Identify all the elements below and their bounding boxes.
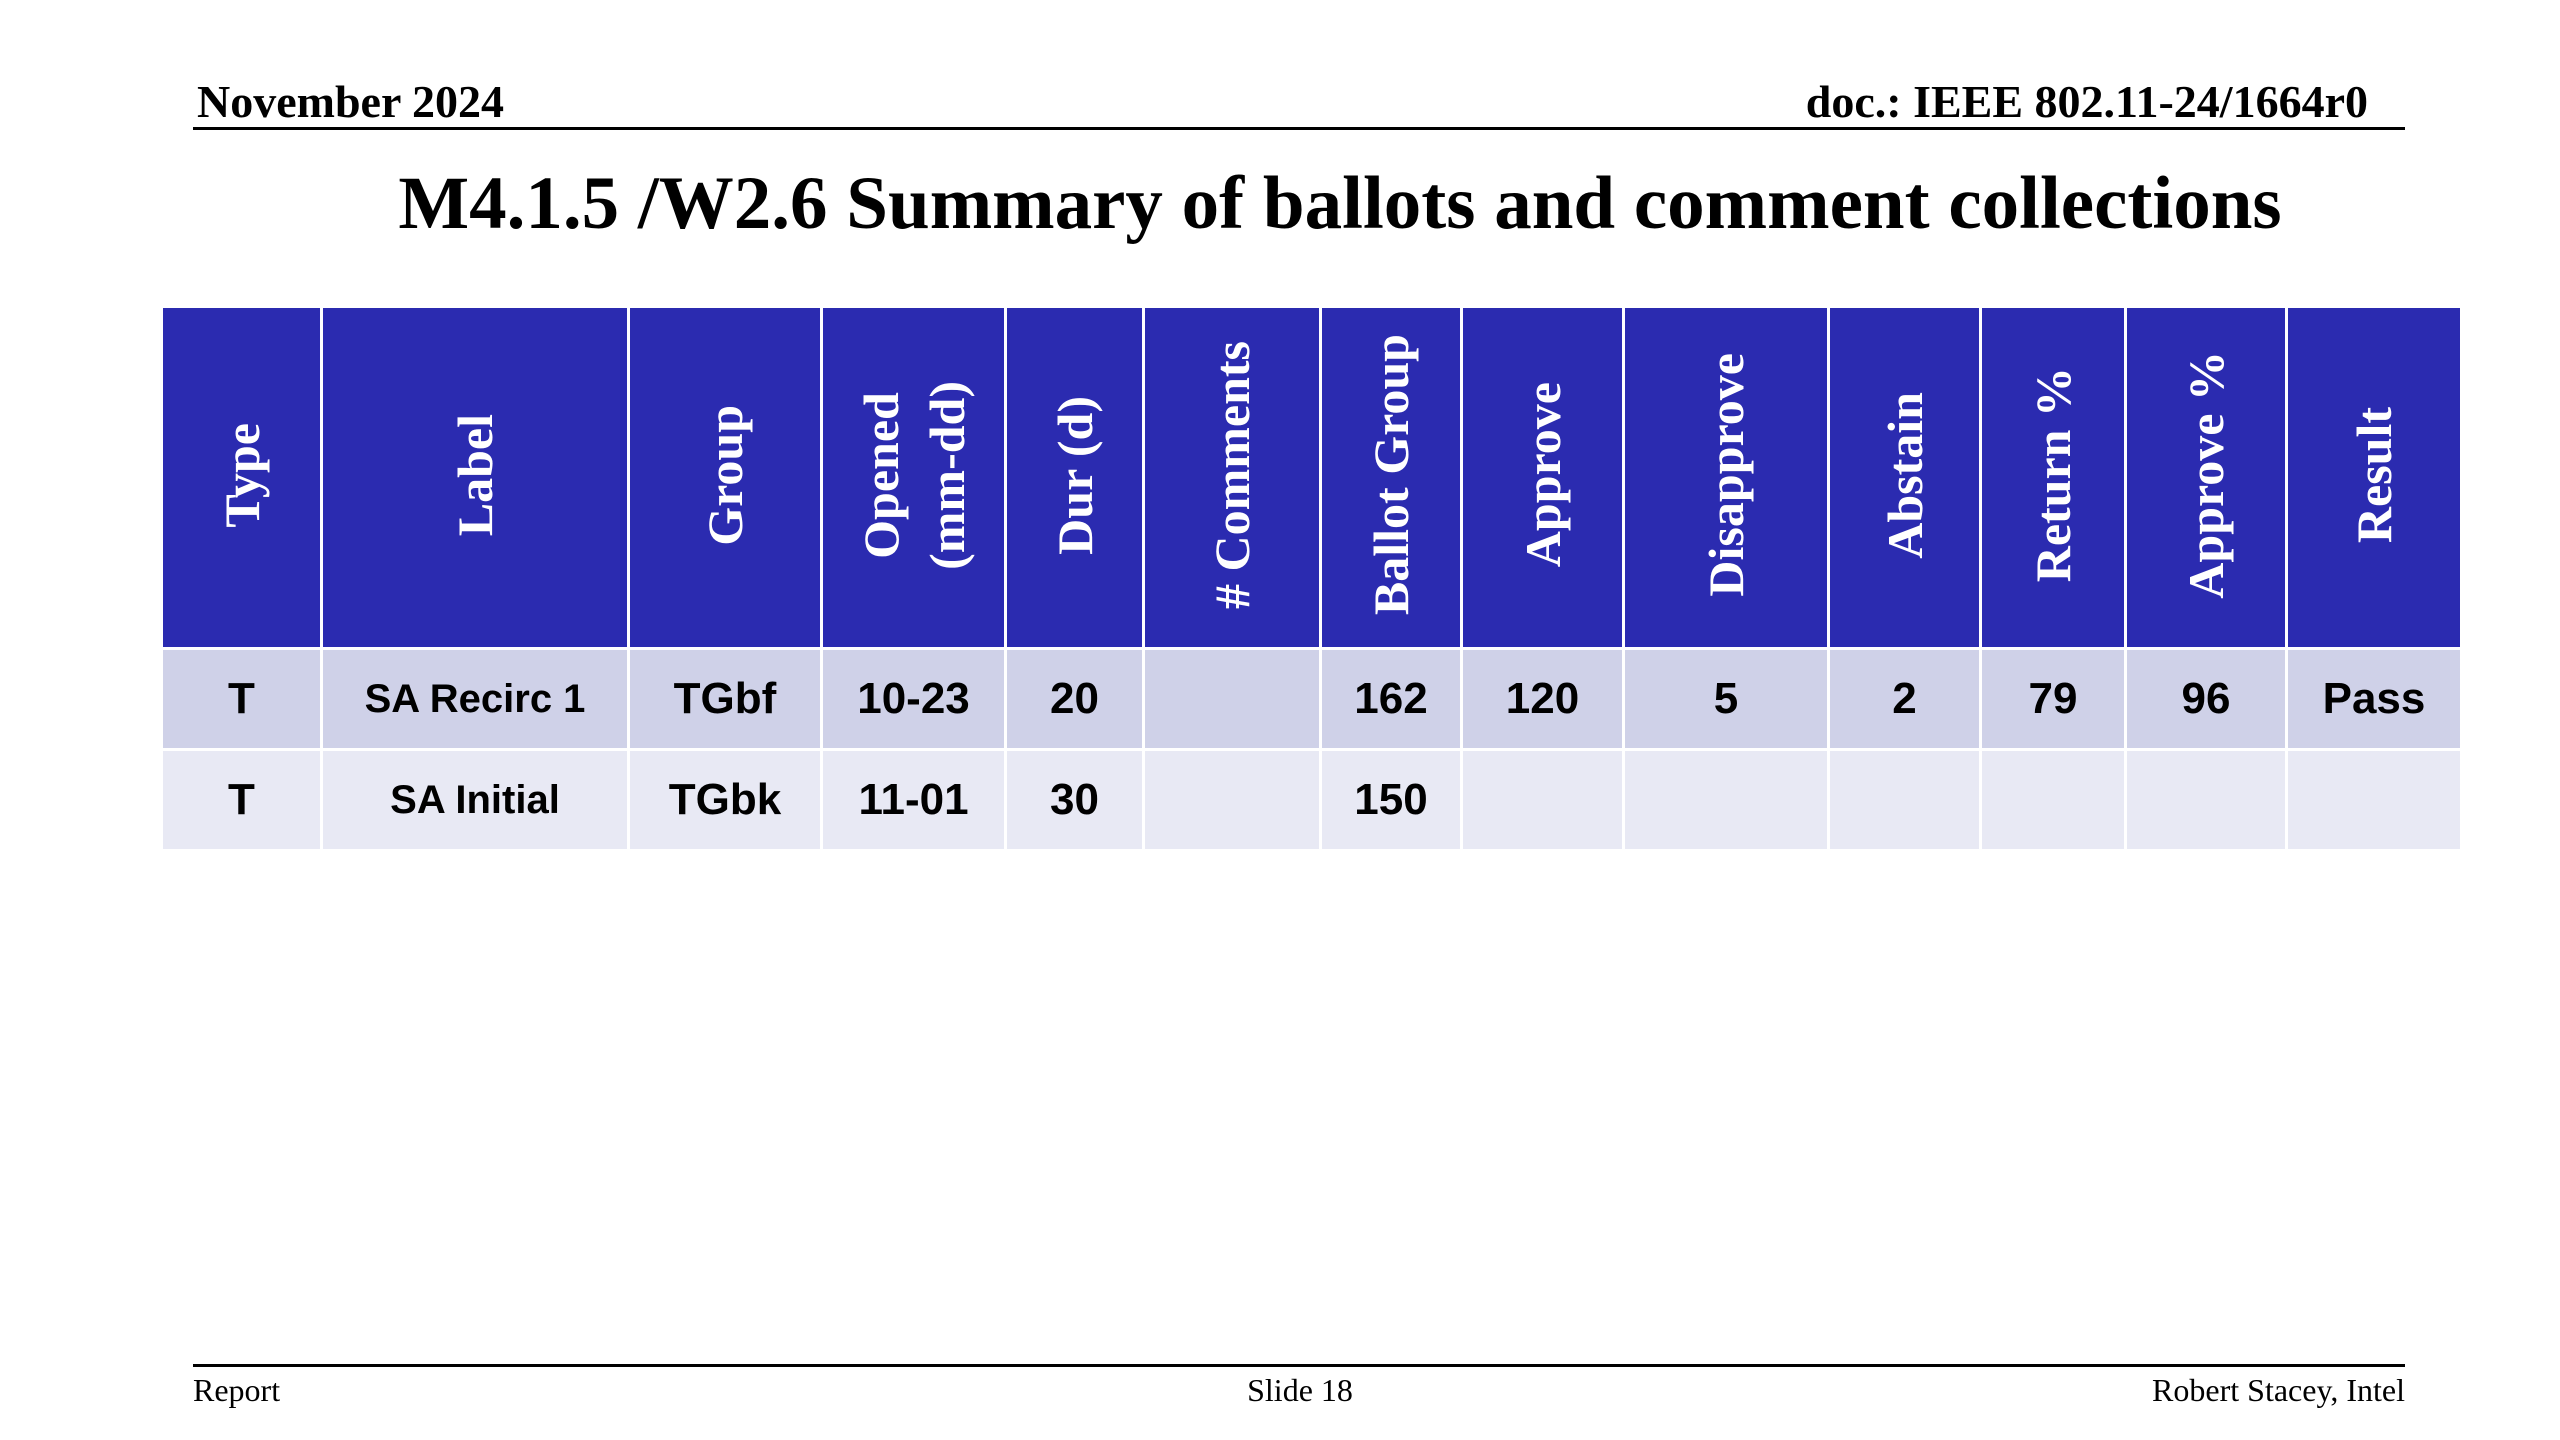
cell-comments (1142, 647, 1322, 751)
table-row: T SA Initial TGbk 11-01 30 150 (160, 748, 2463, 852)
cell-return-pct: 79 (1979, 647, 2127, 751)
cell-opened: 10-23 (820, 647, 1007, 751)
col-header-opened: Opened (mm-dd) (820, 305, 1007, 650)
col-header-ballot-group: Ballot Group (1319, 305, 1463, 650)
col-header-approve-pct: Approve % (2124, 305, 2288, 650)
cell-label: SA Recirc 1 (320, 647, 630, 751)
col-header-dur: Dur (d) (1004, 305, 1145, 650)
col-header-group: Group (627, 305, 823, 650)
cell-ballot-group: 162 (1319, 647, 1463, 751)
cell-abstain (1827, 748, 1982, 852)
cell-abstain: 2 (1827, 647, 1982, 751)
footer-author: Robert Stacey, Intel (2152, 1372, 2405, 1408)
cell-approve-pct: 96 (2124, 647, 2288, 751)
cell-opened: 11-01 (820, 748, 1007, 852)
cell-dur: 20 (1004, 647, 1145, 751)
cell-result: Pass (2285, 647, 2463, 751)
cell-label: SA Initial (320, 748, 630, 852)
table-row: T SA Recirc 1 TGbf 10-23 20 162 120 5 2 … (160, 647, 2463, 751)
header-doc-id: doc.: IEEE 802.11-24/1664r0 (1805, 76, 2368, 127)
header-date: November 2024 (197, 76, 505, 127)
cell-approve-pct (2124, 748, 2288, 852)
cell-disapprove (1622, 748, 1830, 852)
cell-dur: 30 (1004, 748, 1145, 852)
col-header-disapprove: Disapprove (1622, 305, 1830, 650)
slide-title: M4.1.5 /W2.6 Summary of ballots and comm… (398, 162, 2282, 245)
footer-slide-number: Slide 18 (1247, 1372, 1353, 1408)
col-header-type: Type (160, 305, 323, 650)
cell-return-pct (1979, 748, 2127, 852)
cell-disapprove: 5 (1622, 647, 1830, 751)
col-header-comments: # Comments (1142, 305, 1322, 650)
col-header-return-pct: Return % (1979, 305, 2127, 650)
cell-result (2285, 748, 2463, 852)
cell-group: TGbk (627, 748, 823, 852)
table-header-row: Type Label Group Opened (mm-dd) Dur (d) … (160, 305, 2463, 650)
col-header-label: Label (320, 305, 630, 650)
col-header-result: Result (2285, 305, 2463, 650)
footer-report: Report (193, 1372, 281, 1408)
col-header-approve: Approve (1460, 305, 1625, 650)
ballot-summary-table: Type Label Group Opened (mm-dd) Dur (d) … (160, 305, 2463, 852)
header-divider (193, 127, 2405, 130)
cell-comments (1142, 748, 1322, 852)
cell-type: T (160, 748, 323, 852)
footer-divider (193, 1364, 2405, 1367)
col-header-abstain: Abstain (1827, 305, 1982, 650)
cell-ballot-group: 150 (1319, 748, 1463, 852)
cell-approve: 120 (1460, 647, 1625, 751)
cell-group: TGbf (627, 647, 823, 751)
cell-type: T (160, 647, 323, 751)
cell-approve (1460, 748, 1625, 852)
